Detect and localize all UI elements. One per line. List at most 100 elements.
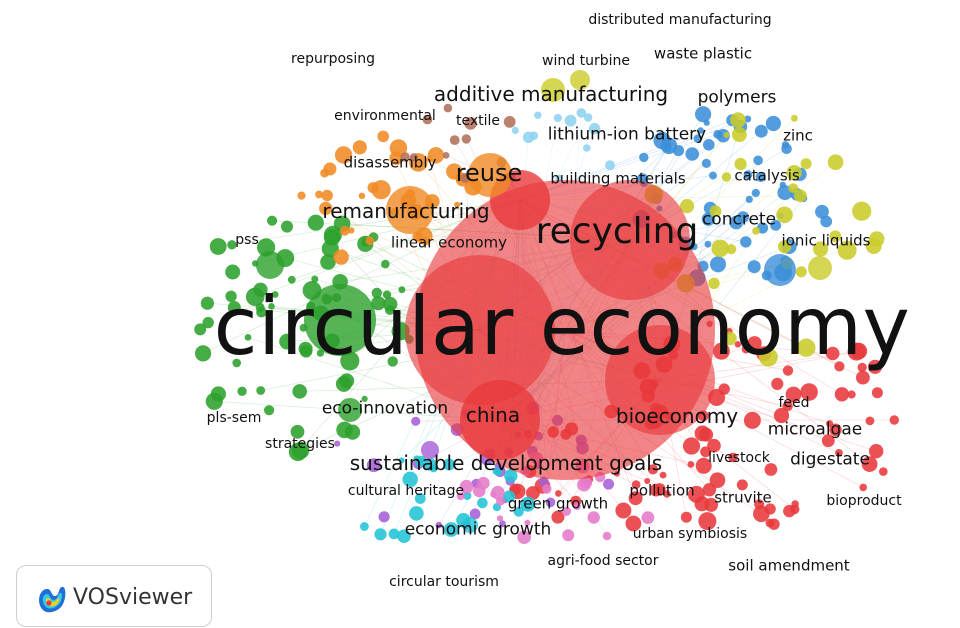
label-sustainable-development-goals[interactable]: sustainable development goals [349, 451, 663, 475]
node-cyan[interactable] [462, 517, 478, 533]
node-orange[interactable] [367, 182, 379, 194]
node-green[interactable] [316, 349, 324, 357]
node-cyan[interactable] [414, 493, 426, 504]
node-green[interactable] [320, 254, 336, 270]
node-blue[interactable] [703, 139, 715, 151]
node-pink[interactable] [490, 491, 497, 498]
node-cyan[interactable] [388, 528, 400, 540]
node-cyan[interactable] [417, 455, 427, 465]
node-cyan[interactable] [409, 506, 424, 521]
node-green[interactable] [268, 303, 275, 310]
node-blue[interactable] [695, 106, 712, 123]
node-orange[interactable] [333, 249, 349, 265]
label-repurposing[interactable]: repurposing [291, 51, 375, 67]
node-green[interactable] [256, 386, 266, 395]
node-pink[interactable] [496, 496, 505, 506]
node-yellow[interactable] [708, 277, 720, 289]
node-green[interactable] [255, 302, 265, 312]
node-red[interactable] [782, 365, 794, 376]
node-red[interactable] [829, 423, 842, 437]
node-green[interactable] [227, 301, 241, 314]
node-orange[interactable] [358, 192, 366, 199]
node-yellow[interactable] [795, 266, 807, 278]
node-red[interactable] [857, 362, 867, 373]
node-red[interactable] [871, 387, 883, 399]
node-blue[interactable] [751, 188, 760, 198]
node-red[interactable] [868, 359, 883, 374]
node-blue[interactable] [703, 119, 710, 126]
node-sky[interactable] [534, 111, 542, 119]
label-cultural-heritage[interactable]: cultural heritage [347, 483, 465, 499]
node-yellow[interactable] [837, 240, 857, 260]
node-blue[interactable] [709, 171, 717, 180]
node-orange[interactable] [297, 191, 306, 200]
node-pink[interactable] [562, 529, 575, 542]
node-orange[interactable] [377, 130, 390, 143]
node-green[interactable] [237, 386, 247, 396]
node-green[interactable] [195, 345, 212, 362]
node-orange[interactable] [339, 225, 350, 236]
node-sky[interactable] [605, 160, 616, 171]
label-waste-plastic[interactable]: waste plastic [653, 44, 753, 63]
node-red[interactable] [764, 463, 778, 476]
node-green[interactable] [382, 290, 392, 299]
node-sky[interactable] [511, 126, 519, 134]
node-pink[interactable] [561, 506, 572, 516]
node-orange[interactable] [421, 236, 430, 246]
node-green[interactable] [279, 333, 295, 350]
node-green[interactable] [264, 405, 275, 416]
node-red[interactable] [765, 518, 775, 528]
node-cyan[interactable] [520, 496, 536, 512]
node-green[interactable] [232, 358, 241, 368]
node-red[interactable] [782, 400, 793, 412]
node-red[interactable] [704, 497, 719, 512]
node-orange[interactable] [389, 139, 408, 157]
node-red[interactable] [821, 434, 835, 448]
label-concrete[interactable]: concrete [701, 209, 777, 230]
node-red[interactable] [764, 503, 776, 515]
node-red[interactable] [800, 383, 818, 401]
node-red[interactable] [628, 491, 643, 506]
label-distributed-manufacturing[interactable]: distributed manufacturing [588, 12, 772, 28]
node-cyan[interactable] [443, 458, 455, 471]
node-blue[interactable] [764, 254, 796, 286]
node-green[interactable] [345, 424, 361, 440]
node-blue[interactable] [781, 141, 790, 149]
node-brown[interactable] [464, 117, 477, 130]
node-green[interactable] [290, 424, 305, 439]
node-brown[interactable] [443, 103, 453, 113]
node-orange[interactable] [348, 227, 355, 234]
node-blue[interactable] [765, 115, 782, 132]
node-green[interactable] [304, 284, 376, 356]
node-red[interactable] [856, 370, 870, 385]
node-pink[interactable] [577, 477, 591, 492]
node-yellow[interactable] [722, 331, 737, 346]
node-cyan[interactable] [374, 528, 387, 541]
node-yellow[interactable] [709, 205, 722, 218]
node-pink[interactable] [456, 492, 465, 501]
node-red[interactable] [570, 180, 690, 300]
label-feed[interactable]: feed [778, 395, 810, 411]
node-yellow[interactable] [776, 206, 793, 224]
node-yellow[interactable] [800, 158, 812, 170]
node-yellow[interactable] [829, 230, 842, 243]
node-red[interactable] [687, 485, 705, 503]
node-cyan[interactable] [463, 491, 472, 500]
node-cyan[interactable] [443, 522, 459, 537]
node-pink[interactable] [496, 515, 504, 522]
node-green[interactable] [225, 290, 237, 302]
label-green-growth[interactable]: green growth [507, 494, 609, 513]
node-yellow[interactable] [734, 157, 747, 171]
node-purple[interactable] [538, 476, 549, 487]
label-additive-manufacturing[interactable]: additive manufacturing [433, 82, 669, 106]
node-red[interactable] [736, 479, 748, 491]
node-blue[interactable] [639, 152, 649, 163]
node-red[interactable] [785, 386, 802, 403]
node-blue[interactable] [754, 124, 768, 138]
label-textile[interactable]: textile [455, 113, 501, 129]
label-soil-amendment[interactable]: soil amendment [728, 556, 850, 575]
node-pink[interactable] [524, 519, 531, 527]
node-blue[interactable] [740, 236, 752, 248]
node-yellow[interactable] [726, 244, 737, 255]
node-green[interactable] [338, 398, 362, 422]
